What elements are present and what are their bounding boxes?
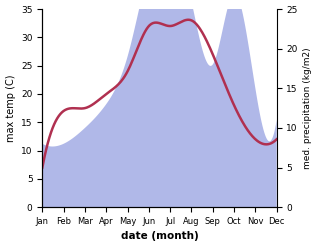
X-axis label: date (month): date (month) xyxy=(121,231,198,242)
Y-axis label: max temp (C): max temp (C) xyxy=(5,74,16,142)
Y-axis label: med. precipitation (kg/m2): med. precipitation (kg/m2) xyxy=(303,47,313,169)
